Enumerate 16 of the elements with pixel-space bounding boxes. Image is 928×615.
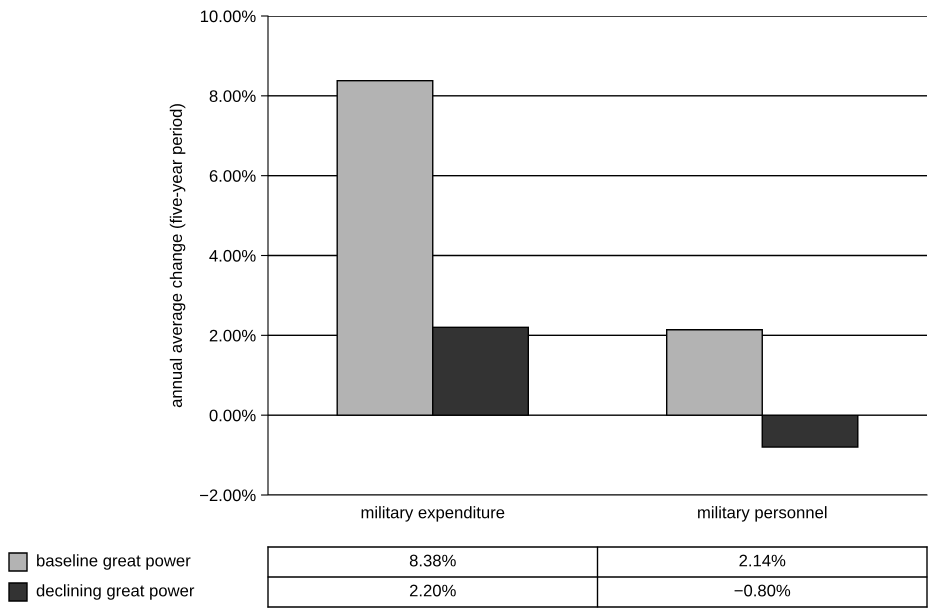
y-tick-label: −2.00% (200, 489, 256, 502)
y-tick-label: 6.00% (210, 170, 256, 182)
data-label: −0.80% (734, 584, 790, 596)
data-label: 2.20% (410, 584, 456, 596)
y-tick-label: 0.00% (210, 410, 256, 422)
data-label: 2.14% (739, 554, 786, 566)
y-tick-label: 2.00% (210, 330, 256, 342)
y-tick-label: 8.00% (210, 90, 256, 102)
y-tick-label: 4.00% (209, 250, 256, 262)
x-tick-label: military expenditure (362, 506, 504, 522)
y-axis-title: annual average change (five-year period) (170, 104, 186, 408)
legend-label: baseline great power (37, 554, 190, 570)
legend-label: declining great power (36, 584, 194, 600)
x-tick-label: military personnel (698, 506, 826, 522)
y-tick-label: 10.00% (200, 10, 256, 22)
data-label: 8.38% (410, 554, 456, 566)
